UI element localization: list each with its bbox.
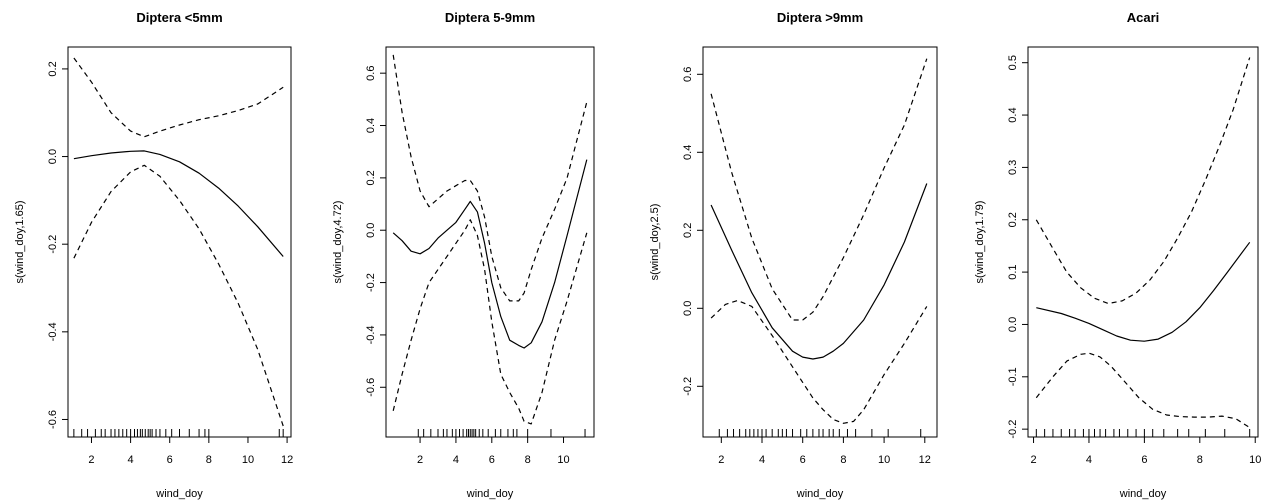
y-tick-label: 0.4	[682, 145, 694, 160]
x-tick-label: 10	[557, 454, 569, 466]
x-tick-label: 6	[167, 454, 173, 466]
y-tick-label: 0.6	[365, 66, 377, 81]
y-axis-label: s(wind_doy,4.72)	[332, 201, 344, 284]
y-tick-label: -0.2	[47, 235, 59, 254]
panel-4: Acari wind_doy s(wind_doy,1.79) 2 4 6 8 10 -0.2 -…	[974, 10, 1261, 500]
upper-confidence-line	[1035, 57, 1251, 305]
x-tick-label: 4	[759, 454, 765, 466]
x-axis-label: wind_doy	[1119, 488, 1167, 500]
y-axis-label: s(wind_doy,1.65)	[14, 201, 26, 284]
panel-title: Acari	[1127, 10, 1160, 25]
x-axis-label: wind_doy	[155, 488, 203, 500]
y-tick-label: -0.4	[47, 322, 59, 341]
x-tick-label: 2	[1030, 454, 1036, 466]
panel-title: Diptera 5-9mm	[445, 10, 535, 25]
x-tick-label: 10	[242, 454, 254, 466]
lower-confidence-line	[1035, 352, 1251, 429]
x-tick-label: 2	[88, 454, 94, 466]
panel-title: Diptera >9mm	[777, 10, 863, 25]
x-tick-label: 10	[878, 454, 890, 466]
lower-confidence-line	[392, 219, 588, 425]
y-tick-label: -0.6	[47, 410, 59, 429]
y-axis-label: s(wind_doy,1.79)	[974, 201, 986, 284]
y-tick-label: 0.1	[1007, 264, 1019, 279]
x-tick-label: 4	[128, 454, 134, 466]
y-tick-label: -0.1	[1007, 367, 1019, 386]
y-tick-label: -0.6	[365, 378, 377, 397]
x-tick-label: 6	[489, 454, 495, 466]
y-tick-label: 0.2	[1007, 212, 1019, 227]
smooth-fit-line	[73, 150, 284, 257]
lower-confidence-line	[710, 299, 928, 424]
y-tick-label: 0.2	[682, 223, 694, 238]
x-tick-label: 8	[525, 454, 531, 466]
panel-3: Diptera >9mm wind_doy s(wind_doy,2.5) 2 4 6 8 1…	[649, 10, 938, 500]
smooth-fit-line	[710, 183, 928, 360]
x-tick-label: 10	[1249, 454, 1261, 466]
lower-confidence-line	[73, 164, 284, 427]
x-tick-label: 4	[1086, 454, 1092, 466]
y-tick-label: 0.2	[47, 61, 59, 76]
upper-confidence-line	[73, 57, 284, 138]
x-tick-label: 2	[718, 454, 724, 466]
upper-confidence-line	[710, 58, 928, 321]
y-tick-label: -0.2	[365, 273, 377, 292]
panel-1: Diptera <5mm wind_doy s(wind_doy,1.65) 2 4 6 8…	[14, 10, 293, 500]
y-tick-label: 0.0	[682, 301, 694, 316]
plot-frame	[385, 46, 595, 438]
x-tick-label: 8	[840, 454, 846, 466]
y-tick-label: 0.4	[365, 118, 377, 133]
x-tick-label: 6	[1141, 454, 1147, 466]
plot-frame	[702, 46, 938, 438]
y-tick-label: 0.0	[1007, 317, 1019, 332]
y-tick-label: 0.6	[682, 67, 694, 82]
upper-confidence-line	[392, 54, 588, 302]
y-tick-label: -0.2	[1007, 420, 1019, 439]
y-tick-label: 0.0	[47, 149, 59, 164]
plot-frame	[1027, 46, 1259, 438]
y-tick-label: 0.4	[1007, 107, 1019, 122]
x-tick-label: 2	[417, 454, 423, 466]
y-tick-label: -0.4	[365, 325, 377, 344]
y-tick-label: 0.2	[365, 170, 377, 185]
panel-title: Diptera <5mm	[136, 10, 222, 25]
x-tick-label: 8	[1197, 454, 1203, 466]
x-tick-label: 4	[453, 454, 459, 466]
y-tick-label: -0.2	[682, 377, 694, 396]
x-axis-label: wind_doy	[796, 488, 844, 500]
plot-frame	[67, 46, 292, 438]
y-axis-label: s(wind_doy,2.5)	[649, 204, 661, 281]
y-tick-label: 0.0	[365, 223, 377, 238]
x-axis-label: wind_doy	[466, 488, 514, 500]
smooth-fit-line	[392, 159, 588, 349]
y-tick-label: 0.3	[1007, 160, 1019, 175]
x-tick-label: 12	[919, 454, 931, 466]
x-tick-label: 8	[206, 454, 212, 466]
x-tick-label: 12	[281, 454, 293, 466]
x-tick-label: 6	[800, 454, 806, 466]
smooth-fit-line	[1036, 241, 1251, 342]
panel-2: Diptera 5-9mm wind_doy s(wind_doy,4.72) 2 4 6…	[332, 10, 595, 500]
y-tick-label: 0.5	[1007, 55, 1019, 70]
